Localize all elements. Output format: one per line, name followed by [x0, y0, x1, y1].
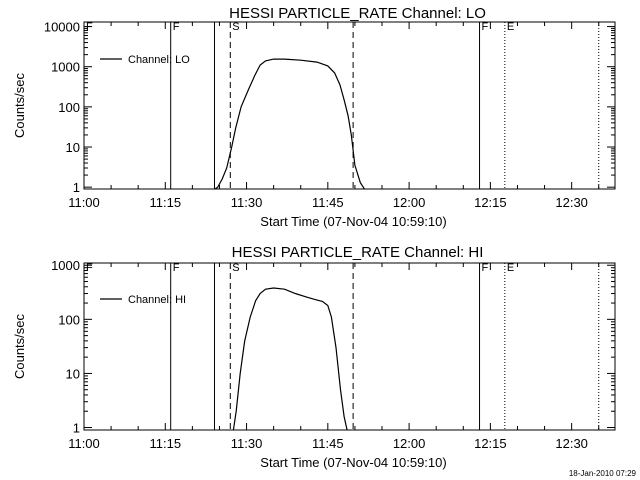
chart-title: HESSI PARTICLE_RATE Channel: LO: [229, 5, 486, 22]
x-tick-label: 11:15: [149, 195, 181, 210]
y-axis-label: Counts/sec: [12, 72, 27, 138]
y-tick-label: 10: [66, 140, 80, 155]
y-tick-label: 10: [66, 366, 80, 381]
chart-title: HESSI PARTICLE_RATE Channel: HI: [232, 244, 484, 261]
x-tick-label: 12:00: [393, 195, 426, 210]
chart-panel-1: HESSI PARTICLE_RATE Channel: HI Counts/se…: [12, 244, 616, 470]
y-axis-label: Counts/sec: [12, 313, 27, 379]
event-marker-label: S: [232, 262, 239, 274]
event-marker-label: F: [86, 262, 93, 274]
x-tick-label: 11:15: [149, 436, 181, 451]
timestamp: 18-Jan-2010 07:29: [569, 469, 637, 478]
series-line: [213, 58, 366, 189]
x-axis-label: Start Time (07-Nov-04 10:59:10): [260, 455, 446, 470]
event-marker-label: E: [507, 262, 514, 274]
y-tick-label: 1000: [51, 60, 80, 75]
y-tick-label: 1: [73, 180, 80, 195]
chart-panel-0: HESSI PARTICLE_RATE Channel: LO Counts/se…: [12, 5, 616, 229]
x-tick-label: 11:30: [231, 195, 263, 210]
event-marker-label: F: [86, 21, 93, 33]
y-tick-label: 1: [73, 421, 80, 436]
x-tick-label: 12:15: [474, 436, 507, 451]
x-tick-label: 11:00: [68, 195, 100, 210]
event-marker-label: F: [173, 21, 180, 33]
x-tick-label: 12:15: [474, 195, 507, 210]
x-tick-label: 11:45: [312, 436, 344, 451]
x-tick-label: 12:00: [393, 436, 426, 451]
x-tick-label: 12:30: [555, 195, 588, 210]
legend-entry: Channel: HI: [128, 294, 186, 306]
event-marker-label: F: [482, 262, 489, 274]
event-marker-label: F: [173, 262, 180, 274]
event-marker-label: S: [232, 21, 239, 33]
x-tick-label: 11:45: [312, 195, 344, 210]
x-tick-label: 11:30: [231, 436, 263, 451]
plot-frame: [83, 21, 616, 190]
y-tick-label: 10000: [44, 20, 80, 35]
y-tick-label: 1000: [51, 258, 80, 273]
event-marker-label: F: [482, 21, 489, 33]
y-tick-label: 100: [58, 312, 80, 327]
event-marker-label: E: [507, 21, 514, 33]
x-tick-label: 11:00: [68, 436, 100, 451]
x-axis-label: Start Time (07-Nov-04 10:59:10): [260, 214, 446, 229]
plot-frame: [83, 262, 616, 431]
series-line: [232, 287, 348, 430]
x-tick-label: 12:30: [555, 436, 588, 451]
y-tick-label: 100: [58, 100, 80, 115]
legend-entry: Channel: LO: [128, 54, 190, 66]
